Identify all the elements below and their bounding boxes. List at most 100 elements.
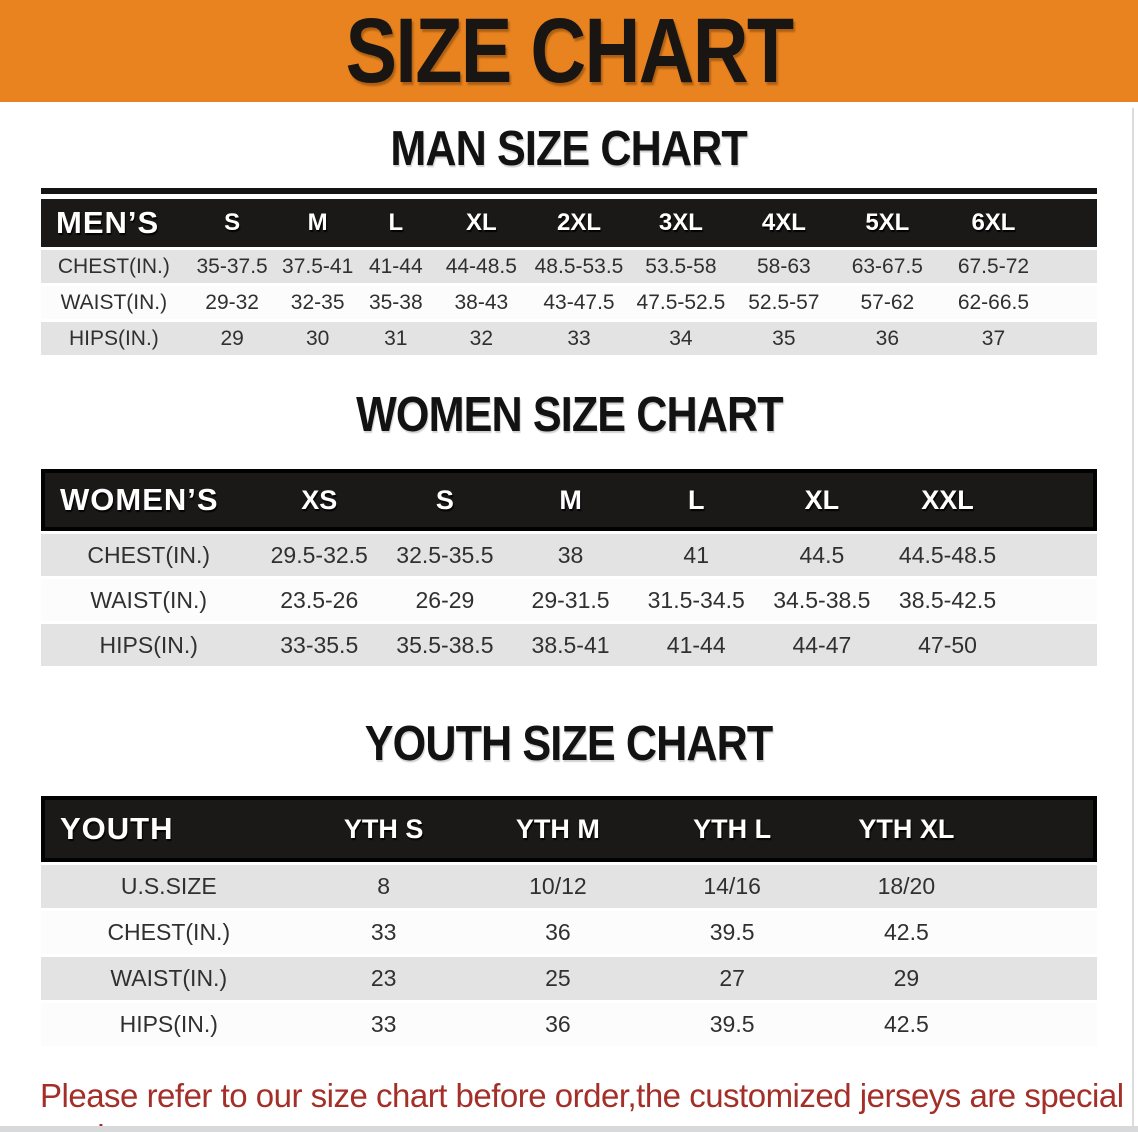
- row-label: WAIST(IN.): [41, 286, 187, 319]
- size-header-cell: S: [186, 199, 278, 247]
- size-cell: 35: [732, 322, 836, 355]
- table-header-row: MEN’S S M L XL 2XL 3XL 4XL 5XL 6XL: [41, 199, 1097, 247]
- table-row: HIPS(IN.) 33 36 39.5 42.5: [41, 1003, 1097, 1046]
- row-label: U.S.SIZE: [41, 865, 297, 908]
- size-cell: 34.5-38.5: [759, 579, 885, 621]
- size-cell: 36: [470, 911, 646, 954]
- footer-note-line1: Please refer to our size chart before or…: [40, 1077, 1124, 1132]
- size-cell: 29.5-32.5: [256, 534, 383, 576]
- size-cell: 38.5-41: [507, 624, 634, 666]
- size-cell: 53.5-58: [629, 250, 733, 283]
- size-header-cell: 2XL: [528, 199, 630, 247]
- size-cell: 42.5: [819, 1003, 994, 1046]
- size-cell: 47-50: [884, 624, 1011, 666]
- size-cell: 41-44: [633, 624, 760, 666]
- table-row: CHEST(IN.) 35-37.5 37.5-41 41-44 44-48.5…: [41, 250, 1097, 283]
- pad-cell: [993, 911, 1097, 954]
- mens-size-table-wrap: MEN’S S M L XL 2XL 3XL 4XL 5XL 6XL CHEST…: [41, 188, 1097, 358]
- size-cell: 38-43: [433, 286, 529, 319]
- size-cell: 62-66.5: [939, 286, 1048, 319]
- size-cell: 38.5-42.5: [884, 579, 1011, 621]
- row-label: WAIST(IN.): [41, 957, 297, 1000]
- size-cell: 41: [633, 534, 760, 576]
- table-row: HIPS(IN.) 33-35.5 35.5-38.5 38.5-41 41-4…: [41, 624, 1097, 666]
- size-cell: 10/12: [470, 865, 646, 908]
- table-row: WAIST(IN.) 23.5-26 26-29 29-31.5 31.5-34…: [41, 579, 1097, 621]
- size-header-cell: XL: [433, 199, 529, 247]
- pad-cell: [993, 957, 1097, 1000]
- size-cell: 33-35.5: [256, 624, 383, 666]
- size-header-cell: M: [277, 199, 358, 247]
- womens-size-table: WOMEN’S XS S M L XL XXL CHEST(IN.) 29.5-…: [41, 466, 1097, 669]
- size-cell: 26-29: [382, 579, 508, 621]
- size-header-cell: YTH S: [296, 796, 471, 862]
- size-cell: 30: [277, 322, 358, 355]
- table-header-row: WOMEN’S XS S M L XL XXL: [41, 469, 1097, 531]
- size-header-cell: XL: [759, 469, 885, 531]
- size-cell: 63-67.5: [835, 250, 940, 283]
- size-cell: 52.5-57: [732, 286, 836, 319]
- table-header-row: YOUTH YTH S YTH M YTH L YTH XL: [41, 796, 1097, 862]
- row-label: HIPS(IN.): [41, 624, 257, 666]
- size-cell: 39.5: [645, 911, 820, 954]
- size-header-cell: M: [507, 469, 634, 531]
- size-header-cell: YTH L: [645, 796, 820, 862]
- size-cell: 23: [296, 957, 471, 1000]
- size-cell: 35.5-38.5: [382, 624, 508, 666]
- size-header-cell: 4XL: [732, 199, 836, 247]
- table-row: WAIST(IN.) 29-32 32-35 35-38 38-43 43-47…: [41, 286, 1097, 319]
- size-cell: 67.5-72: [939, 250, 1048, 283]
- size-cell: 44.5-48.5: [884, 534, 1011, 576]
- right-edge-line: [1132, 108, 1134, 1132]
- size-header-cell: 5XL: [835, 199, 940, 247]
- size-cell: 36: [470, 1003, 646, 1046]
- size-cell: 39.5: [645, 1003, 820, 1046]
- size-cell: 25: [470, 957, 646, 1000]
- pad-cell: [1010, 624, 1097, 666]
- size-cell: 36: [835, 322, 940, 355]
- row-label: HIPS(IN.): [41, 1003, 297, 1046]
- size-cell: 41-44: [357, 250, 434, 283]
- pad-cell: [1047, 286, 1097, 319]
- pad-cell: [993, 865, 1097, 908]
- size-cell: 23.5-26: [256, 579, 383, 621]
- size-header-cell: S: [382, 469, 508, 531]
- table-row: HIPS(IN.) 29 30 31 32 33 34 35 36 37: [41, 322, 1097, 355]
- banner: SIZE CHART: [0, 0, 1138, 102]
- youth-section-title: YOUTH SIZE CHART: [365, 717, 773, 771]
- table-row: WAIST(IN.) 23 25 27 29: [41, 957, 1097, 1000]
- banner-title: SIZE CHART: [345, 0, 795, 102]
- mens-size-table: MEN’S S M L XL 2XL 3XL 4XL 5XL 6XL CHEST…: [41, 196, 1097, 358]
- pad-cell: [1047, 199, 1097, 247]
- size-header-cell: XS: [256, 469, 383, 531]
- table-row: U.S.SIZE 8 10/12 14/16 18/20: [41, 865, 1097, 908]
- pad-cell: [993, 796, 1097, 862]
- size-cell: 34: [629, 322, 733, 355]
- size-header-cell: L: [357, 199, 434, 247]
- row-label: CHEST(IN.): [41, 534, 257, 576]
- pad-cell: [1010, 579, 1097, 621]
- row-label: CHEST(IN.): [41, 911, 297, 954]
- table-corner-label: WOMEN’S: [41, 469, 257, 531]
- size-cell: 27: [645, 957, 820, 1000]
- size-cell: 29: [186, 322, 278, 355]
- size-cell: 31.5-34.5: [633, 579, 760, 621]
- size-cell: 35-38: [357, 286, 434, 319]
- size-cell: 37.5-41: [277, 250, 358, 283]
- size-header-cell: 6XL: [939, 199, 1048, 247]
- size-cell: 37: [939, 322, 1048, 355]
- man-section-title: MAN SIZE CHART: [390, 122, 748, 176]
- size-cell: 32-35: [277, 286, 358, 319]
- size-cell: 29-32: [186, 286, 278, 319]
- size-cell: 44-47: [759, 624, 885, 666]
- table-top-rule: [41, 188, 1097, 194]
- pad-cell: [1010, 534, 1097, 576]
- row-label: WAIST(IN.): [41, 579, 257, 621]
- pad-cell: [1047, 322, 1097, 355]
- size-cell: 44-48.5: [433, 250, 529, 283]
- size-cell: 44.5: [759, 534, 885, 576]
- size-cell: 35-37.5: [186, 250, 278, 283]
- footer-note: Please refer to our size chart before or…: [40, 1075, 1138, 1132]
- row-label: HIPS(IN.): [41, 322, 187, 355]
